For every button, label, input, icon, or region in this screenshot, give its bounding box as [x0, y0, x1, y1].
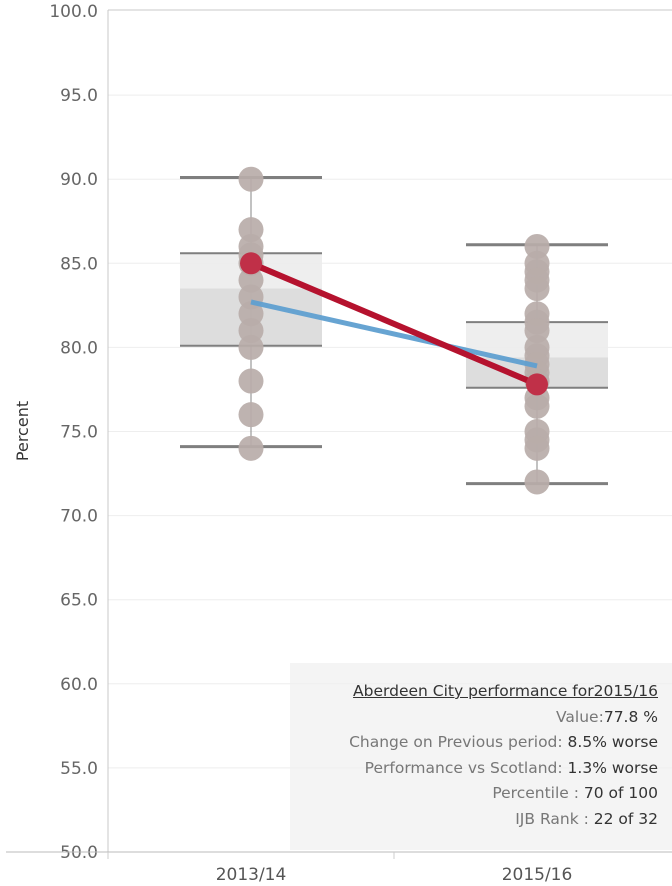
tooltip-change-label: Change on Previous period: [349, 733, 568, 751]
tooltip-value: 77.8 % [603, 707, 658, 726]
y-tick-label: 85.0 [60, 254, 98, 274]
tooltip-change-value: 8.5% worse [567, 733, 658, 751]
y-axis-label: Percent [13, 401, 32, 461]
x-tick-label: 2015/16 [502, 865, 573, 885]
tooltip-rank-row: IJB Rank : 22 of 32 [290, 807, 658, 833]
y-tick-label: 50.0 [60, 843, 98, 863]
axes: 50.0 55.0 60.0 65.0 70.0 75.0 80.0 85.0 90.0 95.0… [6, 2, 672, 885]
y-tick-label: 90.0 [60, 170, 98, 190]
tooltip-rank-value: 22 of 32 [593, 809, 658, 828]
data-point [238, 368, 264, 394]
y-tick-label: 100.0 [49, 2, 98, 22]
tooltip-percentile-label: Percentile : [492, 784, 584, 802]
tooltip-panel: Aberdeen City performance for2015/16 Val… [290, 663, 672, 850]
y-tick-label: 65.0 [60, 591, 98, 611]
y-tick-label: 55.0 [60, 759, 98, 779]
tooltip-value-row: Value:77.8 % [290, 705, 658, 731]
y-tick-label: 75.0 [60, 423, 98, 443]
x-tick-label: 2013/14 [216, 865, 287, 885]
data-point [238, 334, 264, 360]
tooltip-rank-label: IJB Rank : [515, 809, 594, 828]
tooltip-percentile-value: 70 of 100 [583, 784, 658, 802]
tooltip-vs-label: Performance vs Scotland: [364, 758, 568, 777]
data-point [524, 276, 550, 302]
series-line [250, 299, 538, 369]
y-tick-label: 70.0 [60, 507, 98, 527]
tooltip-value-label: Value: [556, 707, 604, 726]
y-tick-label: 80.0 [60, 338, 98, 358]
tooltip-change-row: Change on Previous period: 8.5% worse [290, 730, 658, 756]
data-point [524, 393, 550, 419]
tooltip-title: Aberdeen City performance for2015/16 [353, 682, 658, 700]
series-line [249, 260, 539, 388]
tooltip-vs-value: 1.3% worse [567, 758, 658, 777]
data-point [238, 435, 264, 461]
series-point [240, 252, 262, 275]
data-point [524, 469, 550, 495]
data-point [524, 435, 550, 461]
data-point [238, 166, 264, 192]
y-tick-label: 60.0 [60, 675, 98, 695]
series-point [526, 373, 548, 396]
series-lines [240, 252, 548, 396]
y-tick-label: 95.0 [60, 86, 98, 106]
tooltip-vs-row: Performance vs Scotland: 1.3% worse [290, 756, 658, 782]
data-point [238, 402, 264, 428]
tooltip-percentile-row: Percentile : 70 of 100 [290, 781, 658, 807]
